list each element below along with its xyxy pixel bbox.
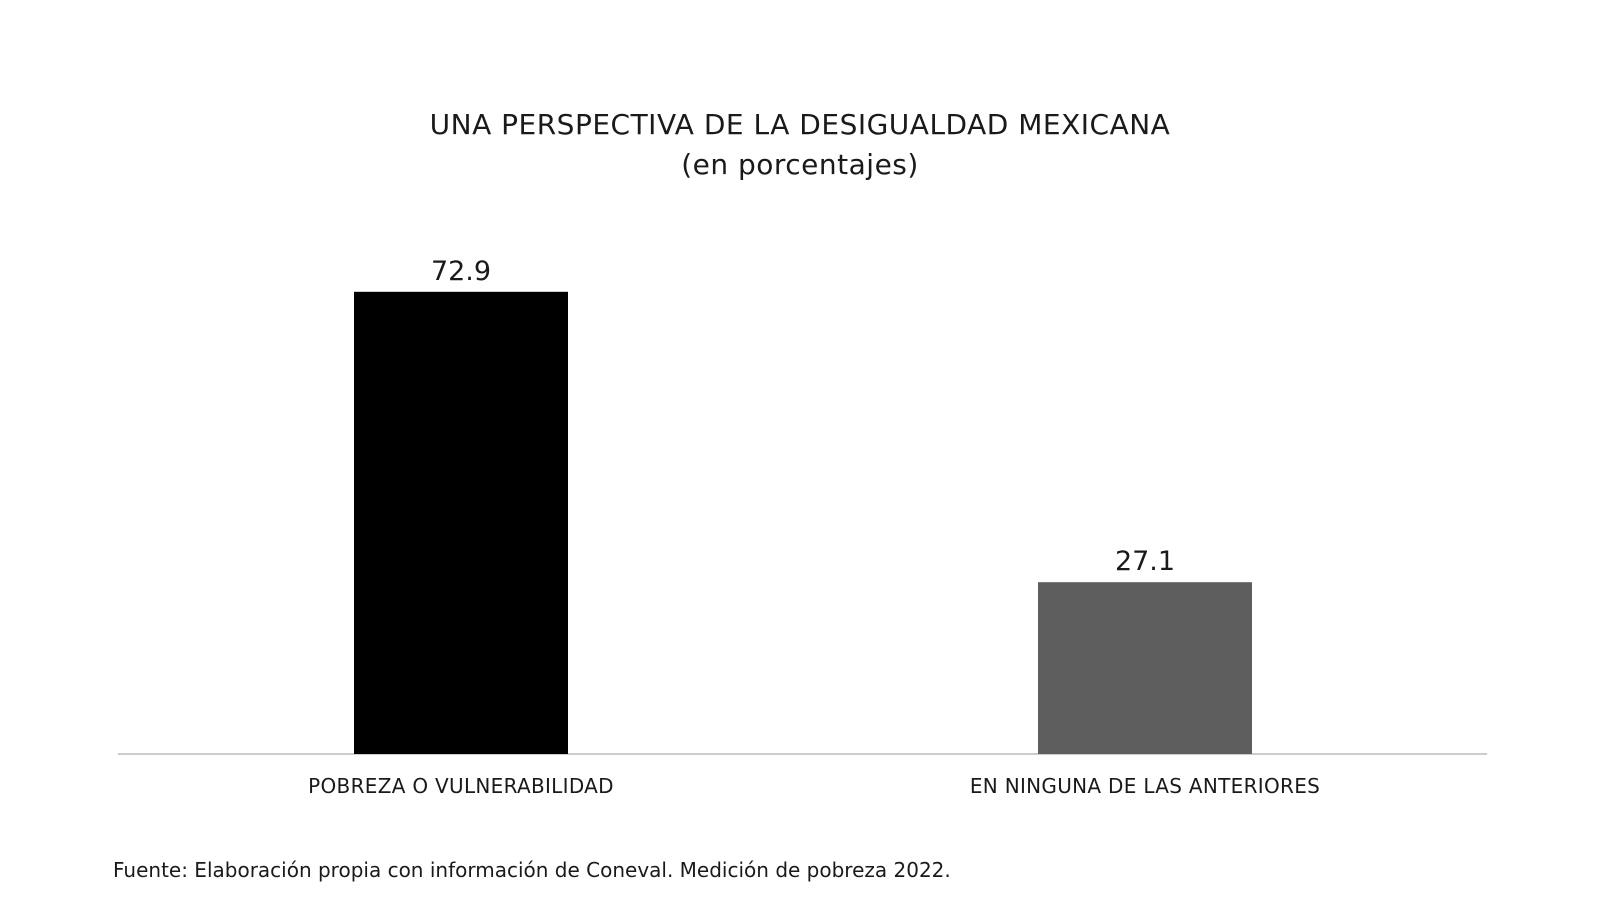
chart-title: UNA PERSPECTIVA DE LA DESIGUALDAD MEXICA… (429, 108, 1171, 141)
bar-value-label-1: 72.9 (431, 256, 491, 287)
bar-1 (354, 291, 568, 754)
category-label-1: POBREZA O VULNERABILIDAD (308, 774, 614, 798)
source-note: Fuente: Elaboración propia con informaci… (113, 858, 951, 882)
chart-subtitle: (en porcentajes) (681, 148, 919, 181)
category-label-2: EN NINGUNA DE LAS ANTERIORES (970, 774, 1320, 798)
bar-2 (1038, 582, 1252, 754)
bar-value-label-2: 27.1 (1115, 546, 1175, 577)
